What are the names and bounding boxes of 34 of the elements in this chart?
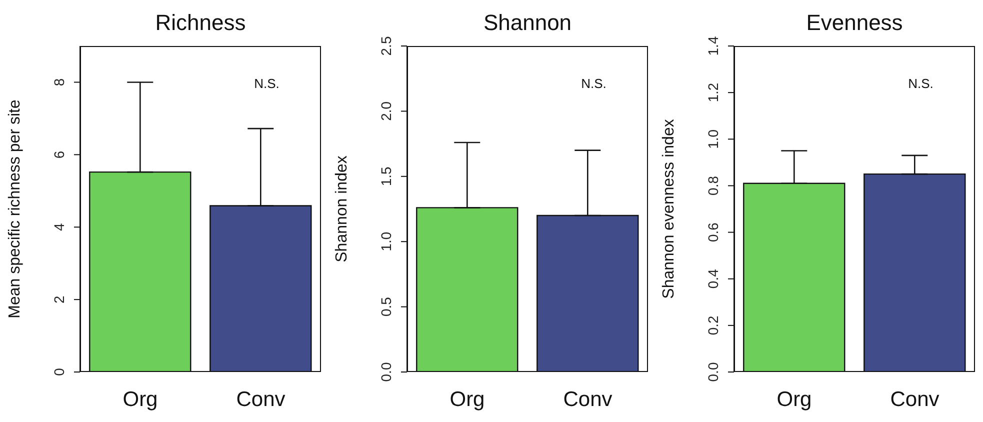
x-tick-label: Org (776, 388, 812, 411)
y-tick-label: 8 (51, 78, 67, 86)
annotation: N.S. (907, 76, 934, 91)
y-tick-label: 1.4 (705, 36, 721, 56)
y-tick-label: 0.6 (705, 222, 721, 242)
y-tick-label: 0.0 (378, 362, 394, 382)
x-tick-label: Conv (563, 388, 613, 411)
y-tick-label: 1.2 (705, 82, 721, 102)
y-tick-label: 0 (51, 368, 67, 376)
y-axis-title: Shannon evenness index (660, 119, 678, 299)
y-tick-label: 2 (51, 295, 67, 304)
x-tick-label: Org (450, 388, 485, 411)
y-tick-label: 0.2 (705, 315, 721, 336)
annotation: N.S. (580, 76, 608, 91)
y-tick-label: 2.5 (378, 36, 394, 56)
y-tick-label: 4 (51, 223, 67, 232)
y-tick-label: 2.0 (378, 101, 394, 121)
y-axis-title: Mean specific richness per site (6, 100, 24, 318)
chart-title: Shannon (482, 10, 573, 36)
y-tick-label: 0.0 (705, 362, 721, 382)
y-tick-label: 0.4 (705, 268, 721, 289)
y-tick-label: 0.8 (705, 176, 721, 196)
x-tick-label: Conv (890, 388, 940, 411)
x-tick-label: Conv (236, 388, 286, 411)
y-axis-title: Shannon index (334, 156, 351, 262)
y-tick-label: 0.5 (378, 296, 394, 317)
chart-title: Evenness (805, 10, 904, 36)
y-tick-label: 1.0 (705, 129, 721, 149)
y-tick-label: 1.5 (378, 166, 394, 186)
chart-title: Richness (154, 10, 247, 36)
y-tick-label: 6 (51, 150, 67, 159)
annotation: N.S. (253, 76, 280, 91)
x-tick-label: Org (122, 388, 158, 411)
y-tick-label: 1.0 (378, 232, 394, 252)
